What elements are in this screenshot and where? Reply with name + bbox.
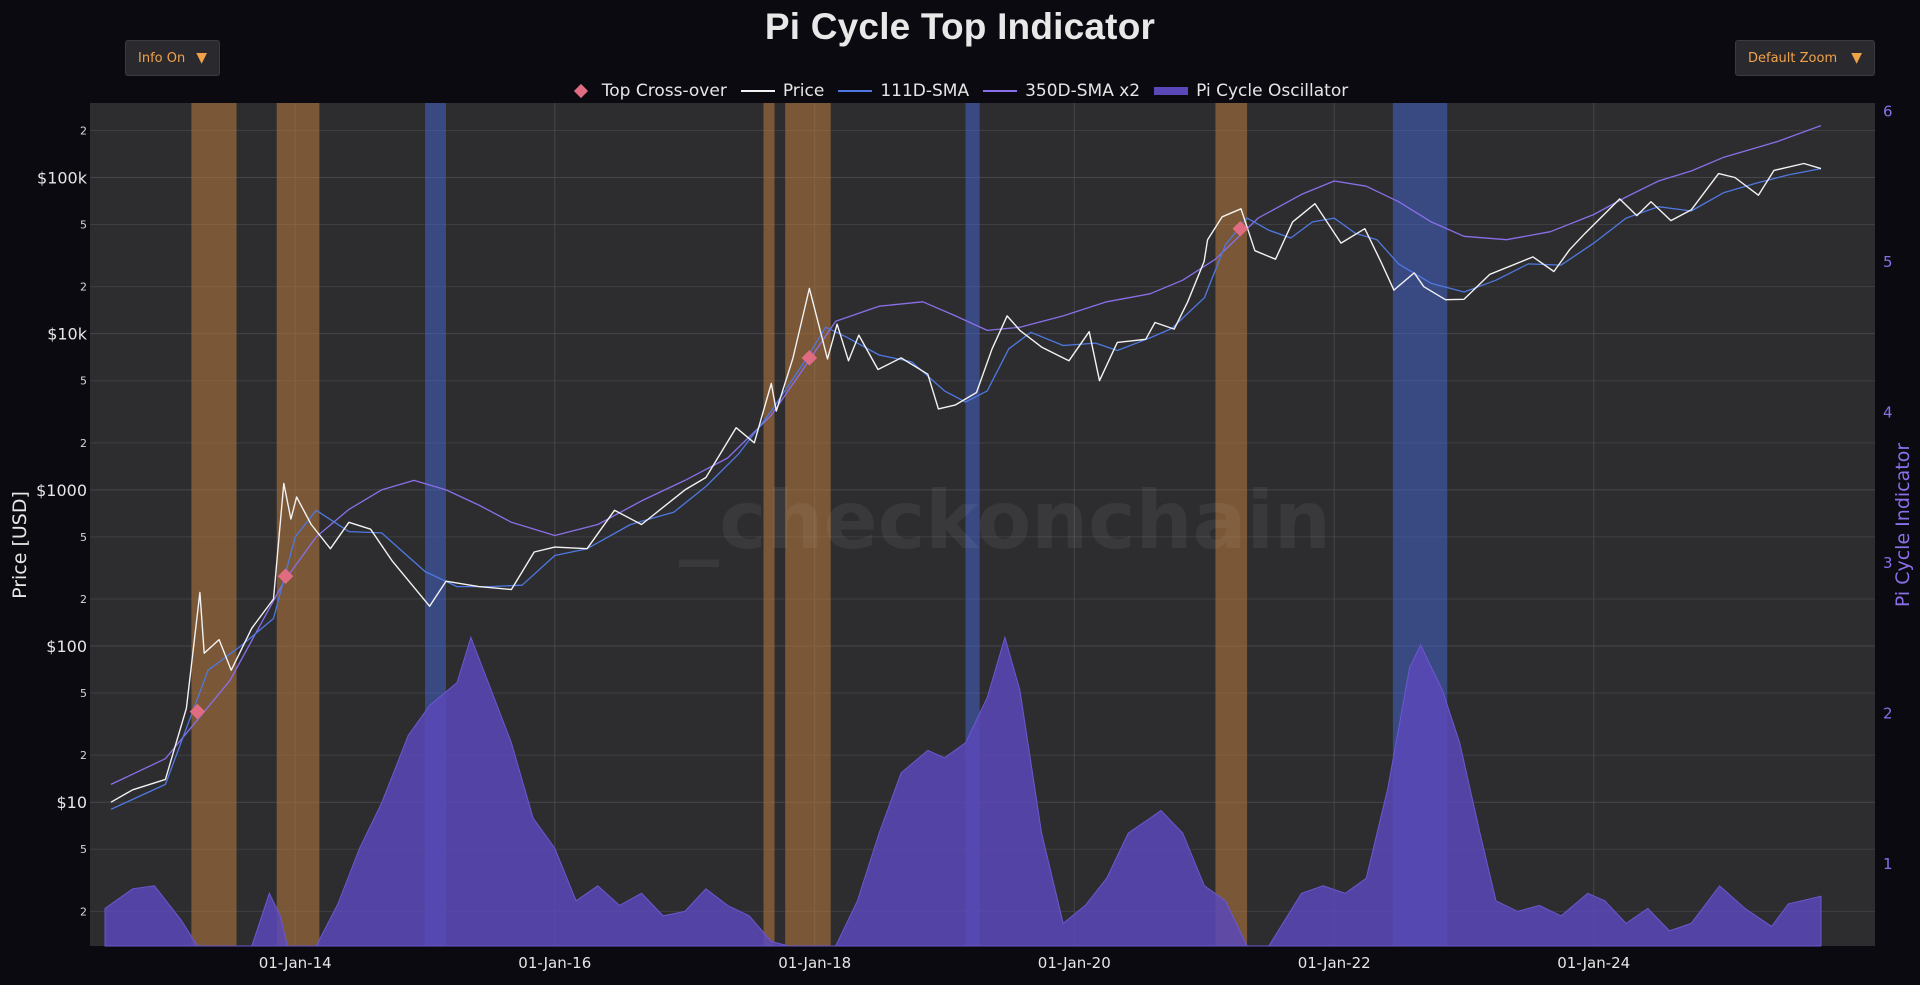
line-swatch-icon [740, 90, 775, 92]
y-minor-tick-label: 5 [80, 843, 87, 856]
y-axis-label: Price [USD] [9, 491, 31, 599]
legend-label: 111D-SMA [880, 81, 970, 101]
diamond-marker-icon [573, 83, 588, 99]
pi-cycle-oscillator-area [104, 635, 1822, 947]
y2-tick-label: 1 [1883, 855, 1893, 873]
sma-350d-x2-line [110, 124, 1822, 785]
y-minor-tick-label: 5 [80, 219, 87, 232]
plot-area [90, 103, 1875, 946]
x-tick-label: 01-Jan-20 [1038, 954, 1111, 972]
top-zone-band [763, 103, 775, 946]
dropdown-arrow-icon: ▼ [196, 50, 207, 66]
top-crossover-marker [189, 703, 206, 720]
zoom-dropdown-label: Default Zoom [1748, 50, 1838, 66]
y-tick-label: $100k [37, 169, 88, 188]
legend-label: Top Cross-over [601, 81, 727, 101]
watermark-text: _checkonchain [679, 474, 1331, 567]
bottom-zone-band [965, 103, 980, 946]
legend-item-top-crossover[interactable]: Top Cross-over [572, 81, 727, 101]
y2-tick-label: 5 [1883, 253, 1893, 271]
top-crossover-marker [277, 568, 294, 584]
line-swatch-icon [838, 90, 873, 92]
y2-axis-label: Pi Cycle Indicator [1892, 443, 1914, 607]
top-zone-band [276, 103, 320, 946]
y-minor-tick-label: 2 [80, 281, 87, 294]
y-tick-label: $1000 [36, 481, 87, 500]
x-tick-label: 01-Jan-22 [1298, 954, 1371, 972]
legend-label: 350D-SMA x2 [1025, 81, 1141, 101]
top-zone-band [785, 103, 831, 946]
y2-tick-label: 6 [1883, 103, 1893, 121]
x-tick-label: 01-Jan-14 [259, 954, 332, 972]
y-minor-tick-label: 2 [80, 593, 87, 606]
legend-item-350d-sma-x2[interactable]: 350D-SMA x2 [983, 81, 1140, 101]
y-minor-tick-label: 2 [80, 437, 87, 450]
bottom-zone-band [1392, 103, 1448, 946]
y-tick-label: $10 [56, 793, 87, 812]
y-minor-tick-label: 2 [80, 125, 87, 138]
zoom-dropdown-button[interactable]: Default Zoom ▼ [1735, 40, 1875, 76]
dropdown-arrow-icon: ▼ [1851, 50, 1862, 66]
legend: Top Cross-over Price 111D-SMA 350D-SMA x… [0, 78, 1920, 104]
y-minor-tick-label: 2 [80, 905, 87, 918]
legend-item-price[interactable]: Price [740, 81, 825, 101]
y-minor-tick-label: 2 [80, 749, 87, 762]
sma-111d-line [110, 167, 1822, 810]
info-toggle-label: Info On [138, 50, 186, 66]
price-line [110, 162, 1822, 803]
legend-item-111d-sma[interactable]: 111D-SMA [838, 81, 969, 101]
y2-tick-label: 3 [1883, 554, 1893, 572]
y-tick-label: $10k [47, 325, 88, 344]
legend-label: Price [782, 81, 825, 101]
x-tick-label: 01-Jan-18 [778, 954, 851, 972]
legend-item-pi-cycle-oscillator[interactable]: Pi Cycle Oscillator [1154, 81, 1348, 101]
top-zone-band [1215, 103, 1248, 946]
chart-title: Pi Cycle Top Indicator [764, 6, 1156, 47]
y-minor-tick-label: 5 [80, 531, 87, 544]
y-minor-tick-label: 5 [80, 375, 87, 388]
top-zone-band [191, 103, 237, 946]
legend-label: Pi Cycle Oscillator [1196, 81, 1349, 101]
x-tick-label: 01-Jan-16 [518, 954, 591, 972]
x-tick-label: 01-Jan-24 [1557, 954, 1630, 972]
top-crossover-marker [1232, 220, 1249, 237]
y2-tick-label: 2 [1883, 705, 1893, 723]
y-minor-tick-label: 5 [80, 687, 87, 700]
y2-tick-label: 4 [1883, 404, 1893, 422]
top-crossover-marker [801, 350, 818, 366]
band-swatch-icon [1154, 87, 1189, 95]
y-tick-label: $100 [46, 637, 87, 656]
bottom-zone-band [424, 103, 446, 946]
line-swatch-icon [983, 90, 1018, 92]
info-toggle-button[interactable]: Info On ▼ [125, 40, 220, 76]
